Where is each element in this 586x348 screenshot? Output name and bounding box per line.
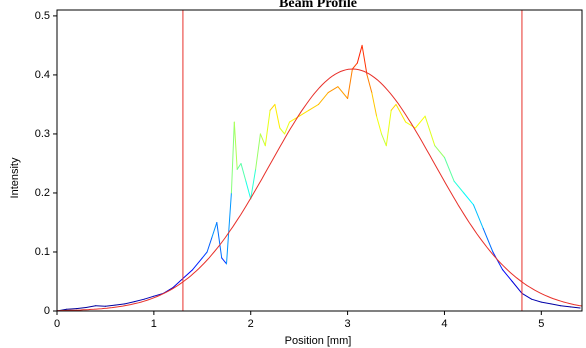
measured-segment: [444, 157, 455, 182]
y-tick-label: 0.5: [35, 10, 50, 22]
measured-segment: [216, 222, 223, 259]
measured-segment: [172, 278, 184, 288]
x-tick-label: 0: [54, 318, 60, 330]
measured-segment: [385, 109, 392, 147]
measured-segment: [114, 303, 126, 306]
measured-segment: [453, 180, 465, 194]
x-tick-label: 3: [345, 318, 351, 330]
y-tick-label: 0.3: [35, 128, 50, 140]
measured-segment: [233, 121, 238, 170]
measured-segment: [511, 281, 523, 294]
measured-segment: [327, 86, 339, 94]
measured-segment: [284, 121, 290, 135]
measured-segment: [182, 269, 194, 279]
y-tick-label: 0: [44, 305, 50, 317]
y-tick-label: 0.2: [35, 187, 50, 199]
measured-segment: [264, 109, 271, 147]
measured-segment: [274, 103, 281, 129]
x-axis-title: Position [mm]: [285, 335, 352, 347]
y-axis-title: Intensity: [9, 157, 21, 198]
measured-segment: [250, 168, 257, 200]
measured-segment: [531, 298, 542, 303]
x-tick-label: 5: [538, 318, 544, 330]
measured-segment: [143, 295, 155, 300]
measured-segment: [75, 307, 87, 310]
measured-segment: [221, 257, 227, 265]
measured-segment: [104, 304, 116, 307]
measured-segment: [540, 301, 552, 305]
measured-segment: [521, 292, 533, 300]
measured-segment: [308, 103, 319, 111]
measured-segment: [492, 251, 504, 271]
measured-segment: [269, 103, 276, 111]
measured-segment: [318, 92, 329, 105]
x-tick-label: 1: [151, 318, 157, 330]
measured-segment: [347, 68, 353, 99]
measured-segment: [124, 301, 135, 305]
axes-layer: 0 1 2 3 4 5 0 0.1 0.2 0.3 0.4 0.5: [35, 9, 583, 330]
measured-segment: [366, 74, 373, 94]
measured-segment: [211, 222, 218, 238]
measured-segment: [569, 306, 581, 309]
measured-segment: [337, 86, 349, 99]
measured-segment: [134, 298, 145, 303]
measured-segment: [66, 308, 77, 310]
chart-title: Beam Profile: [279, 0, 357, 11]
y-tick-label: 0.1: [35, 246, 50, 258]
x-tick-label: 4: [441, 318, 447, 330]
measured-segment: [201, 251, 208, 259]
measured-segment: [85, 305, 97, 308]
measured-segment: [390, 103, 397, 111]
measured-segment: [463, 192, 474, 206]
measured-segment: [395, 103, 407, 123]
measured-segment: [550, 303, 562, 307]
measured-segment: [259, 133, 266, 147]
measured-segment: [502, 269, 513, 282]
measured-segment: [351, 62, 358, 70]
y-tick-label: 0.4: [35, 69, 50, 81]
measured-segment: [424, 115, 436, 147]
gaussian-fit-line: [57, 68, 583, 312]
measured-segment: [226, 192, 232, 265]
measured-segment: [298, 109, 310, 117]
measured-segment: [255, 133, 261, 170]
measured-segment: [361, 44, 368, 76]
measured-segment: [560, 305, 571, 308]
measured-segment: [381, 133, 387, 147]
measured-segment: [206, 236, 213, 253]
measured-segment: [192, 257, 203, 271]
measured-segment: [371, 92, 378, 117]
measured-segment: [434, 145, 445, 158]
measured-segment: [240, 163, 247, 182]
x-tick-label: 2: [248, 318, 254, 330]
measured-segment: [95, 305, 106, 307]
curve-layer: [56, 10, 583, 312]
measured-segment: [414, 115, 426, 129]
measured-segment: [153, 292, 164, 297]
measured-segment: [356, 44, 363, 64]
measured-segment: [245, 180, 252, 200]
measured-segment: [236, 163, 242, 170]
measured-segment: [230, 121, 235, 194]
plot-frame: [56, 9, 583, 312]
measured-segment: [482, 227, 494, 253]
measured-segment: [376, 115, 382, 135]
measured-segment: [473, 204, 484, 229]
measured-segment: [279, 127, 286, 135]
